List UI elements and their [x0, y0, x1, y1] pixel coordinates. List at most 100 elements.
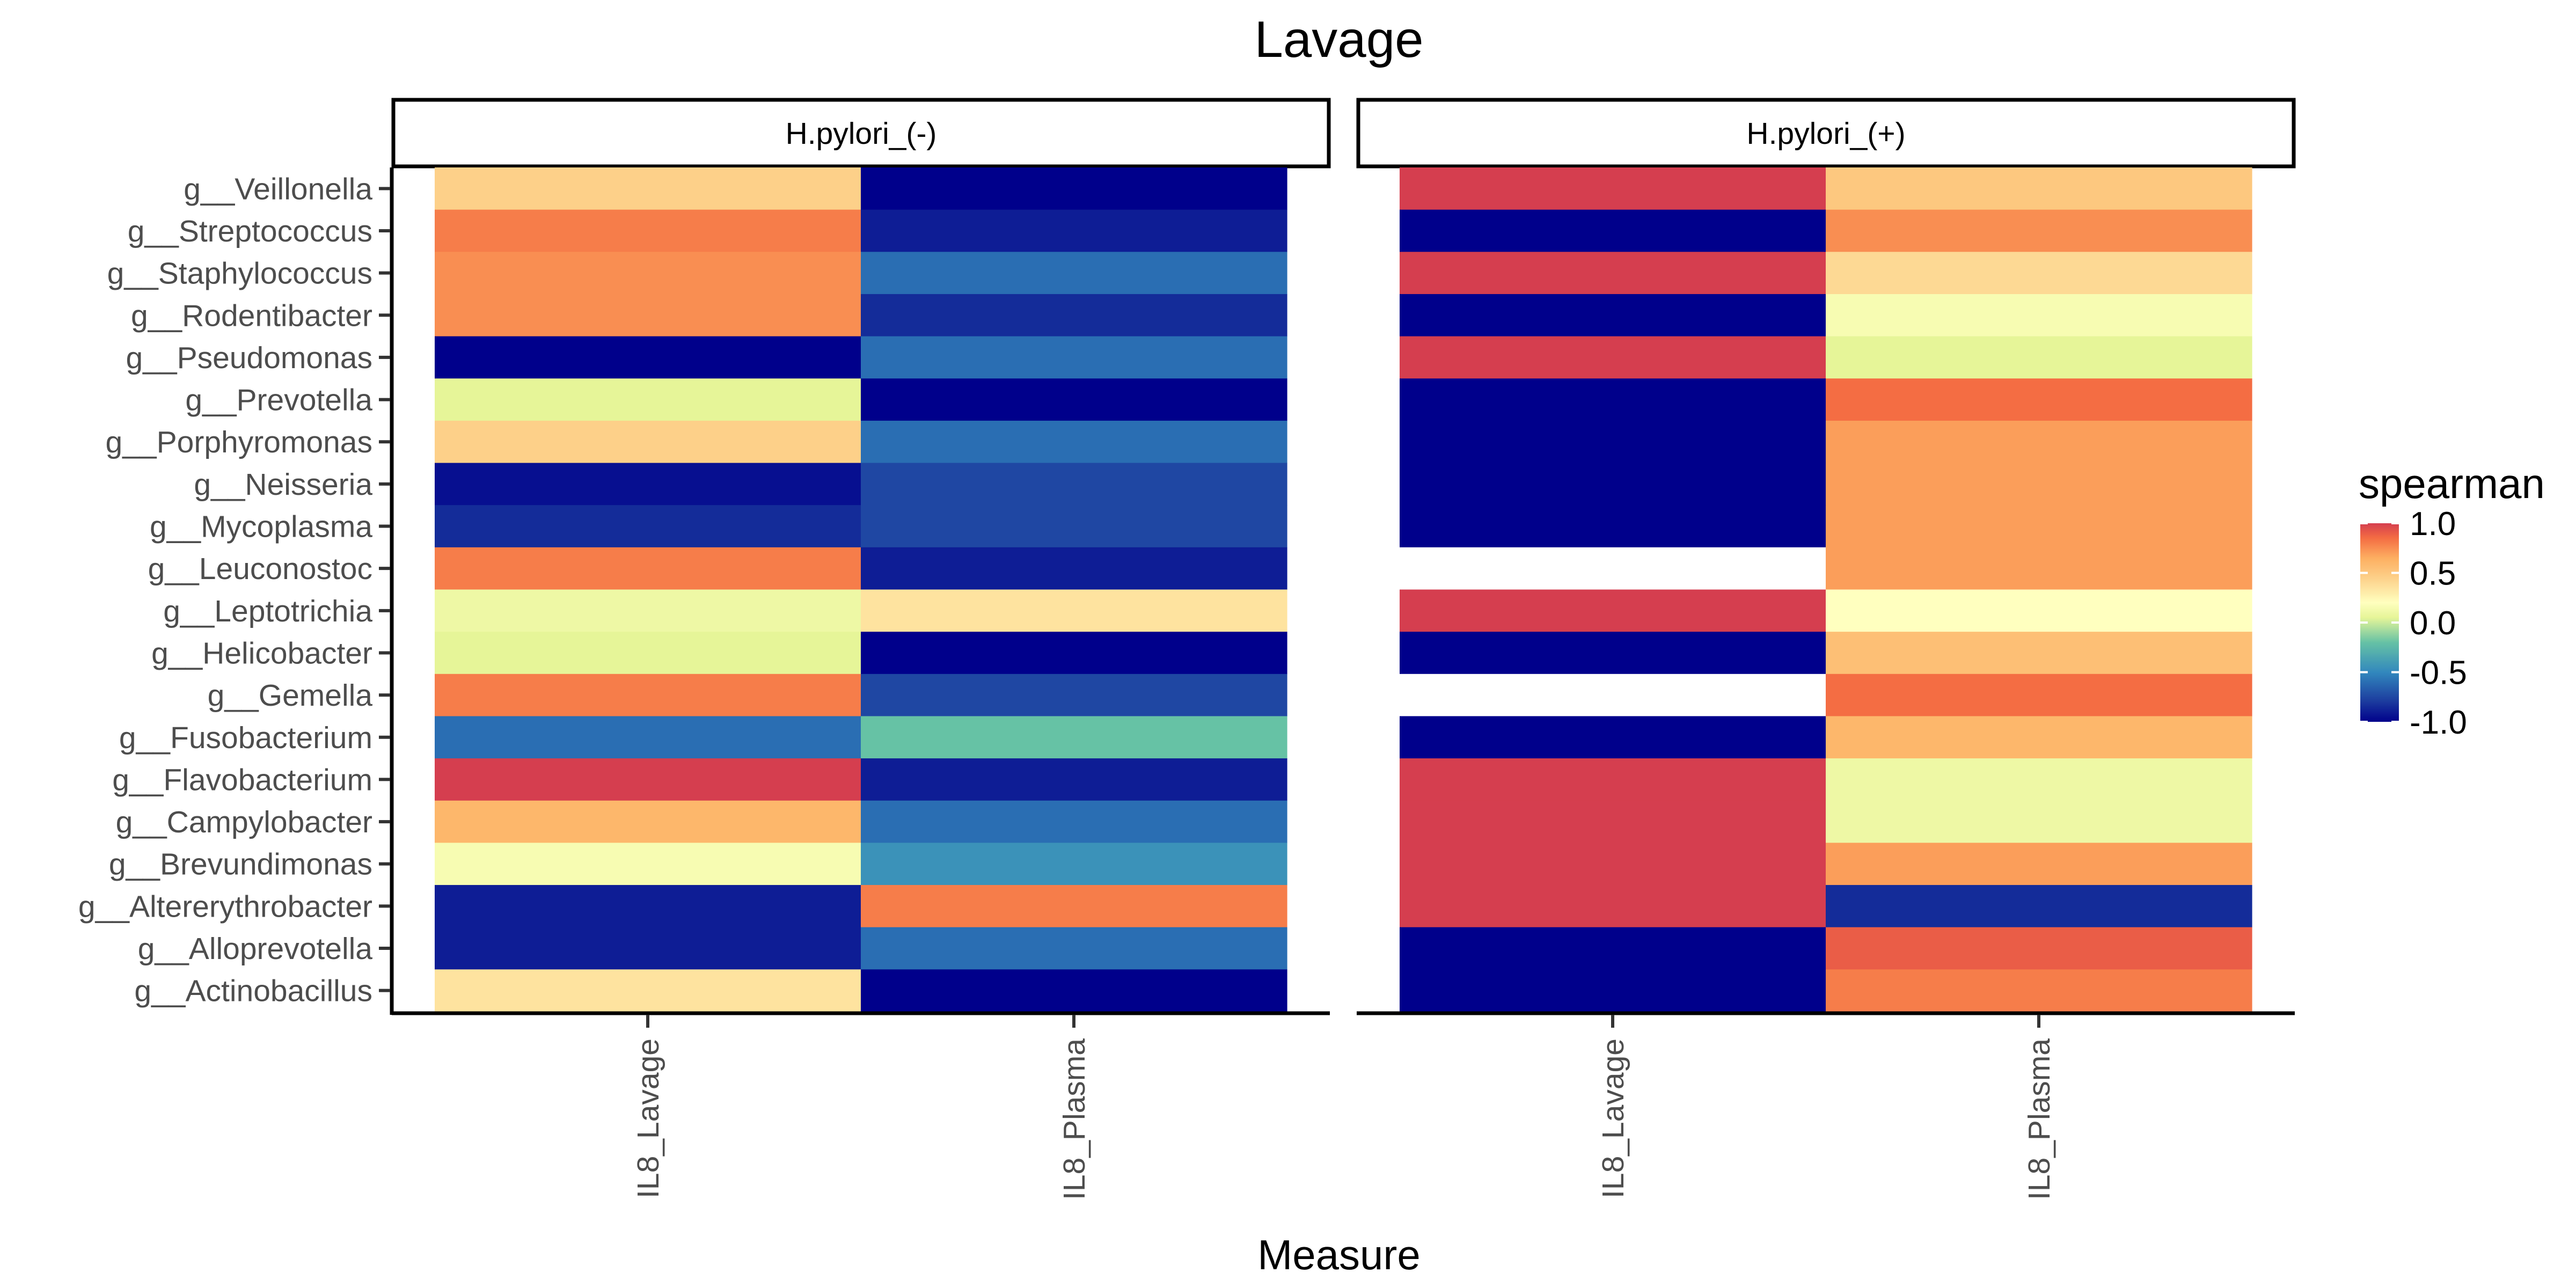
y-tick-label: g__Rodentibacter [131, 298, 372, 333]
legend-label: 0.5 [2410, 555, 2456, 592]
heatmap-cell [861, 463, 1287, 506]
heatmap-cell [435, 294, 861, 337]
y-tick-label: g__Streptococcus [128, 214, 372, 248]
y-axis: g__Veillonella g__Streptococcus g__Staphyl… [78, 172, 390, 1008]
heatmap-cell [1826, 252, 2252, 295]
heatmap-cell [861, 209, 1287, 252]
y-tick-label: g__Helicobacter [151, 636, 372, 670]
heatmap-cell [435, 252, 861, 295]
heatmap-cell [861, 420, 1287, 464]
heatmap-cell [1826, 800, 2252, 843]
heatmap-cell [1826, 716, 2252, 759]
heatmap-cell [1400, 927, 1826, 970]
heatmap-cell [435, 378, 861, 421]
y-tick-label: g__Leuconostoc [148, 552, 372, 586]
heatmap-cell [435, 505, 861, 548]
heatmap-cell [435, 758, 861, 801]
y-tick-label: g__Neisseria [194, 467, 372, 502]
y-tick-label: g__Brevundimonas [109, 847, 372, 882]
legend-label: 1.0 [2410, 506, 2456, 543]
y-tick-label: g__Alloprevotella [138, 932, 373, 966]
heatmap-cell [861, 336, 1287, 379]
heatmap-cell [1400, 378, 1826, 421]
facet-panel: H.pylori_(+) IL8_Lavage IL8_Plasma [1356, 98, 2296, 1200]
heatmap-cell [1826, 632, 2252, 675]
facet-panel: H.pylori_(-) IL8_Lavage IL8_Plasma [390, 98, 1331, 1200]
legend-label: 0.0 [2410, 605, 2456, 642]
legend-title: spearman [2359, 460, 2545, 507]
heatmap-cell [1400, 505, 1826, 548]
heatmap-cell [435, 463, 861, 506]
heatmap-cell [435, 716, 861, 759]
heatmap-cell [861, 758, 1287, 801]
heatmap-cell [1400, 716, 1826, 759]
heatmap-cell [1400, 674, 1826, 717]
heatmap-cell [1400, 463, 1826, 506]
chart-title: Lavage [1255, 11, 1424, 68]
y-tick-label: g__Leptotrichia [163, 594, 372, 628]
heatmap-cell [861, 800, 1287, 843]
heatmap-cell [435, 420, 861, 464]
heatmap-cell [861, 294, 1287, 337]
heatmap-cell [861, 252, 1287, 295]
y-tick-label: g__Fusobacterium [119, 721, 372, 755]
heatmap-cell [1400, 336, 1826, 379]
legend-label: -0.5 [2410, 655, 2467, 692]
heatmap-cell [1400, 632, 1826, 675]
y-tick-label: g__Veillonella [184, 172, 372, 206]
heatmap-cell [1826, 378, 2252, 421]
heatmap-cell [435, 800, 861, 843]
x-axis-title: Measure [1257, 1231, 1420, 1278]
x-tick-label: IL8_Lavage [631, 1038, 665, 1198]
y-tick-label: g__Prevotella [185, 383, 372, 418]
heatmap-cell [1826, 969, 2252, 1012]
heatmap-cell [1400, 800, 1826, 843]
facet-strip-label: H.pylori_(-) [786, 116, 937, 151]
heatmap-cell [435, 674, 861, 717]
heatmap-cell [1826, 758, 2252, 801]
y-tick-label: g__Pseudomonas [126, 341, 372, 375]
y-tick-label: g__Porphyromonas [106, 425, 372, 459]
heatmap-cell [1826, 167, 2252, 210]
heatmap-cell [435, 167, 861, 210]
heatmap-cell [1826, 336, 2252, 379]
heatmap-cell [861, 927, 1287, 970]
y-tick-label: g__Campylobacter [116, 805, 372, 839]
heatmap-cell [1400, 209, 1826, 252]
heatmap-cell [1400, 420, 1826, 464]
heatmap-cell [435, 336, 861, 379]
x-tick-label: IL8_Plasma [1057, 1038, 1092, 1200]
heatmap-cell [435, 969, 861, 1012]
heatmap-cell [435, 547, 861, 590]
y-tick-label: g__Mycoplasma [150, 510, 372, 544]
heatmap-cell [1826, 294, 2252, 337]
heatmap-cell [1826, 927, 2252, 970]
y-tick-label: g__Gemella [208, 678, 373, 713]
heatmap-cell [1400, 885, 1826, 928]
y-tick-label: g__Altererythrobacter [78, 889, 372, 924]
heatmap-cell [861, 378, 1287, 421]
heatmap-cell [1400, 843, 1826, 885]
x-tick-label: IL8_Plasma [2022, 1038, 2057, 1200]
heatmap-cell [1400, 167, 1826, 210]
heatmap-cell [1400, 547, 1826, 590]
heatmap-cell [1826, 505, 2252, 548]
y-tick-label: g__Flavobacterium [112, 763, 372, 797]
x-tick-label: IL8_Lavage [1596, 1038, 1630, 1198]
heatmap-cell [861, 547, 1287, 590]
facet-strip [1356, 98, 2296, 169]
heatmap-cell [861, 505, 1287, 548]
y-tick-label: g__Actinobacillus [134, 974, 372, 1008]
facet-strip [391, 98, 1331, 169]
heatmap-cell [1826, 885, 2252, 928]
facet-panels: H.pylori_(-)IL8_Lavage IL8_PlasmaH.pylori… [390, 98, 2296, 1200]
heatmap-cell [861, 167, 1287, 210]
heatmap-cell [1400, 969, 1826, 1012]
heatmap-cell [1826, 547, 2252, 590]
heatmap-cell [435, 632, 861, 675]
heatmap-cell [1400, 252, 1826, 295]
heatmap-cell [435, 843, 861, 885]
heatmap-cell [1400, 589, 1826, 632]
